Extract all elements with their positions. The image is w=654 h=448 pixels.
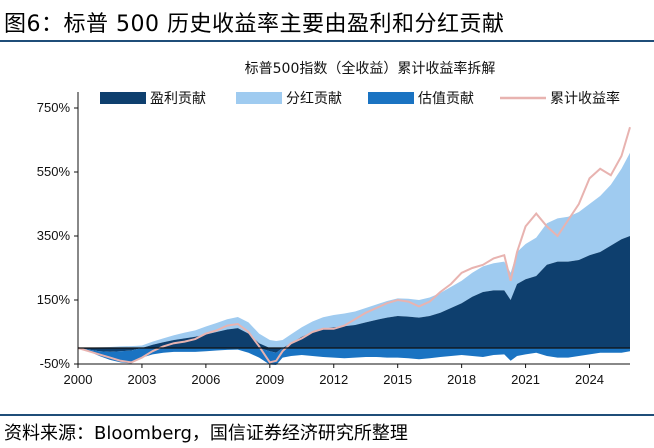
x-tick-label: 2021 (511, 372, 540, 387)
dividend-area (78, 152, 630, 348)
plot-area (77, 126, 631, 365)
y-tick-label: 350% (37, 228, 71, 243)
axes: 750% 550% 350% 150% -50%2000 2003 2006 2009 2012… (37, 92, 630, 387)
legend-swatch-earnings (100, 92, 146, 104)
earnings-area (78, 236, 630, 348)
x-tick-label: 2003 (127, 372, 156, 387)
x-tick-label: 2009 (255, 372, 284, 387)
title-rule (0, 40, 654, 42)
source-rule (0, 414, 654, 416)
x-tick-label: 2006 (191, 372, 220, 387)
legend-label-cumulative: 累计收益率 (550, 90, 620, 107)
x-tick-label: 2024 (575, 372, 604, 387)
legend-swatch-valuation (368, 92, 414, 104)
y-tick-label: 750% (37, 100, 71, 115)
y-tick-label: 150% (37, 292, 71, 307)
y-tick-label: 550% (37, 164, 71, 179)
legend-label-earnings: 盈利贡献 (150, 91, 206, 107)
chart: 标普500指数（全收益）累计收益率拆解 750% 550% 350% 150% -50%… (37, 60, 631, 387)
figure-title: 图6：标普 500 历史收益率主要由盈利和分红贡献 (4, 12, 505, 37)
legend-label-dividend: 分红贡献 (286, 91, 342, 107)
valuation-area (78, 348, 630, 365)
x-tick-label: 2000 (64, 372, 93, 387)
source-note: 资料来源：Bloomberg，国信证券经济研究所整理 (4, 423, 408, 444)
x-tick-label: 2018 (447, 372, 476, 387)
legend-swatch-dividend (236, 92, 282, 104)
legend-label-valuation: 估值贡献 (418, 91, 474, 107)
chart-title: 标普500指数（全收益）累计收益率拆解 (245, 60, 496, 77)
x-tick-label: 2015 (383, 372, 412, 387)
legend: 盈利贡献 分红贡献 估值贡献 累计收益率 (100, 90, 620, 107)
y-tick-label: -50% (40, 356, 71, 371)
cumulative-return-line (77, 126, 631, 364)
x-tick-label: 2012 (319, 372, 348, 387)
